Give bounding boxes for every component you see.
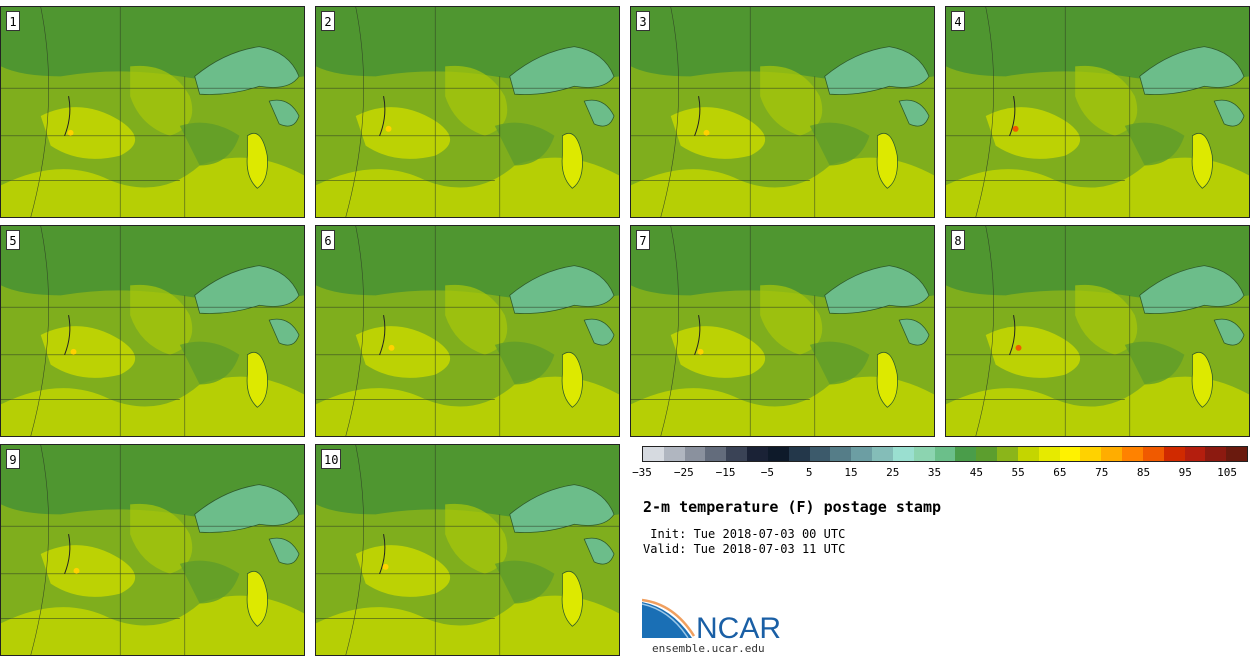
temperature-map-panel: 7	[630, 225, 935, 437]
temperature-colorbar	[642, 446, 1248, 462]
colorbar-segment	[643, 447, 664, 461]
colorbar-segment	[684, 447, 706, 461]
ncar-logo: NCAR	[642, 598, 781, 642]
logo-text: NCAR	[696, 612, 781, 642]
colorbar-tick-labels: −35 −25 −15 −5 5 15 25 35 45 55 65 75 85 95 105 115	[632, 466, 1260, 482]
temperature-map-panel: 9	[0, 444, 305, 656]
colorbar-segment	[997, 447, 1018, 461]
panel-number-label: 8	[951, 230, 965, 250]
colorbar-segment	[913, 447, 935, 461]
colorbar-tick-label: −25	[673, 466, 694, 479]
colorbar-segment	[1122, 447, 1143, 461]
colorbar-segment	[1142, 447, 1164, 461]
colorbar-segment	[1080, 447, 1102, 461]
temperature-map-panel: 10	[315, 444, 620, 656]
colorbar-segment	[830, 447, 852, 461]
temperature-map-panel: 2	[315, 6, 620, 218]
colorbar-tick-label: −15	[715, 466, 736, 479]
colorbar-tick-label: 65	[1053, 466, 1067, 479]
valid-time: Valid: Tue 2018-07-03 11 UTC	[643, 542, 846, 556]
colorbar-tick-label: 45	[969, 466, 983, 479]
panel-number-label: 3	[636, 11, 650, 31]
colorbar-tick-label: −35	[632, 466, 652, 479]
colorbar-segment	[1017, 447, 1039, 461]
colorbar-segment	[1101, 447, 1123, 461]
init-time: Init: Tue 2018-07-03 00 UTC	[643, 527, 846, 541]
panel-number-label: 1	[6, 11, 20, 31]
panel-number-label: 4	[951, 11, 965, 31]
colorbar-segment	[747, 447, 768, 461]
colorbar-segment	[705, 447, 727, 461]
colorbar-tick-label: 25	[886, 466, 900, 479]
colorbar-tick-label: −5	[760, 466, 774, 479]
colorbar-tick-label: 75	[1095, 466, 1109, 479]
website-url: ensemble.ucar.edu	[652, 642, 765, 655]
panel-number-label: 7	[636, 230, 650, 250]
temperature-map-panel: 6	[315, 225, 620, 437]
temperature-map-panel: 1	[0, 6, 305, 218]
temperature-map-panel: 3	[630, 6, 935, 218]
colorbar-segment	[726, 447, 748, 461]
colorbar-segment	[1038, 447, 1060, 461]
colorbar-tick-label: 85	[1136, 466, 1151, 479]
panel-number-label: 9	[6, 449, 20, 469]
colorbar-segment	[1184, 447, 1206, 461]
colorbar-segment	[934, 447, 956, 461]
colorbar-segment	[663, 447, 685, 461]
colorbar-segment	[1226, 447, 1248, 461]
colorbar-segment	[767, 447, 789, 461]
colorbar-segment	[1163, 447, 1185, 461]
temperature-map-panel: 5	[0, 225, 305, 437]
colorbar-segment	[892, 447, 914, 461]
temperature-map-panel: 8	[945, 225, 1250, 437]
colorbar-segment	[1205, 447, 1227, 461]
colorbar-tick-label: 15	[844, 466, 858, 479]
colorbar-tick-label: 55	[1011, 466, 1025, 479]
colorbar-segment	[809, 447, 831, 461]
panel-number-label: 5	[6, 230, 20, 250]
colorbar-tick-label: 35	[927, 466, 942, 479]
colorbar-tick-label: 5	[805, 466, 813, 479]
colorbar-segment	[955, 447, 977, 461]
panel-number-label: 6	[321, 230, 335, 250]
colorbar-segment	[1059, 447, 1081, 461]
panel-number-label: 2	[321, 11, 335, 31]
colorbar-segment	[788, 447, 810, 461]
colorbar-segment	[872, 447, 893, 461]
colorbar-segment	[851, 447, 873, 461]
colorbar-tick-label: 105	[1217, 466, 1238, 479]
colorbar-tick-label: 95	[1178, 466, 1192, 479]
colorbar-tick-label: 115	[1259, 466, 1260, 479]
panel-number-label: 10	[321, 449, 342, 469]
colorbar-segment	[976, 447, 998, 461]
temperature-map-panel: 4	[945, 6, 1250, 218]
figure-title: 2-m temperature (F) postage stamp	[643, 498, 942, 516]
